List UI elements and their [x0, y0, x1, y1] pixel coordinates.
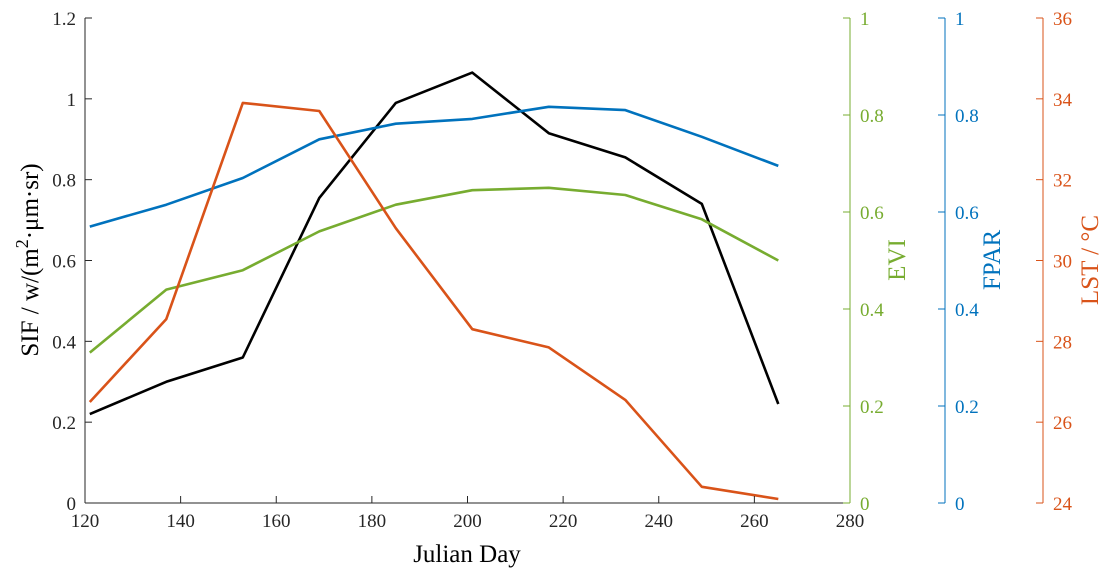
evi-tick-label: 0.4: [860, 300, 884, 321]
sif-tick-label: 0.4: [52, 332, 76, 353]
fpar-tick-label: 0: [955, 494, 965, 515]
sif-tick-label: 0: [67, 494, 77, 515]
series-layer: [88, 71, 780, 501]
sif-tick-label: 1.2: [52, 9, 76, 30]
evi-tick-label: 1: [860, 9, 870, 30]
fpar-tick-label: 0.8: [955, 106, 979, 127]
lst-tick-label: 36: [1053, 9, 1072, 30]
lst-tick-label: 24: [1053, 494, 1073, 515]
x-tick-label: 160: [262, 511, 291, 532]
x-tick-label: 260: [740, 511, 769, 532]
lst-tick-label: 30: [1053, 252, 1072, 273]
fpar-series-line: [89, 105, 779, 228]
x-tick-label: 220: [549, 511, 578, 532]
evi-tick-label: 0.8: [860, 106, 884, 127]
x-axis-label: Julian Day: [413, 541, 521, 568]
sif-tick-label: 0.2: [52, 413, 76, 434]
x-tick-label: 200: [453, 511, 482, 532]
x-tick-label: 180: [358, 511, 387, 532]
sif-tick-label: 1: [67, 90, 77, 111]
lst-tick-label: 26: [1053, 413, 1072, 434]
fpar-tick-label: 1: [955, 9, 965, 30]
x-tick-label: 140: [166, 511, 195, 532]
x-tick-label: 280: [836, 511, 865, 532]
fpar-tick-label: 0.6: [955, 203, 979, 224]
sif-tick-label: 0.8: [52, 171, 76, 192]
lst-tick-label: 34: [1053, 90, 1073, 111]
lst-series-line: [88, 101, 779, 501]
fpar-axis-label: FPAR: [979, 230, 1006, 291]
lst-axis-label: LST / °C: [1077, 215, 1104, 305]
fpar-tick-label: 0.2: [955, 397, 979, 418]
sif-axis-label: SIF / w/(m2·μm·sr): [12, 163, 44, 356]
evi-axis-label: EVI: [884, 239, 911, 281]
fpar-tick-label: 0.4: [955, 300, 979, 321]
sif-series-line: [89, 71, 780, 416]
evi-tick-label: 0: [860, 494, 870, 515]
x-tick-label: 120: [71, 511, 100, 532]
axes-layer: 120 140 160 180 200 220 240 260 28000.20.40.60.8…: [12, 9, 1104, 532]
lst-tick-label: 28: [1053, 332, 1072, 353]
x-tick-label: 240: [645, 511, 674, 532]
evi-tick-label: 0.6: [860, 203, 884, 224]
sif-tick-label: 0.6: [52, 252, 76, 273]
evi-tick-label: 0.2: [860, 397, 884, 418]
lst-tick-label: 32: [1053, 171, 1072, 192]
evi-series-line: [88, 186, 779, 354]
